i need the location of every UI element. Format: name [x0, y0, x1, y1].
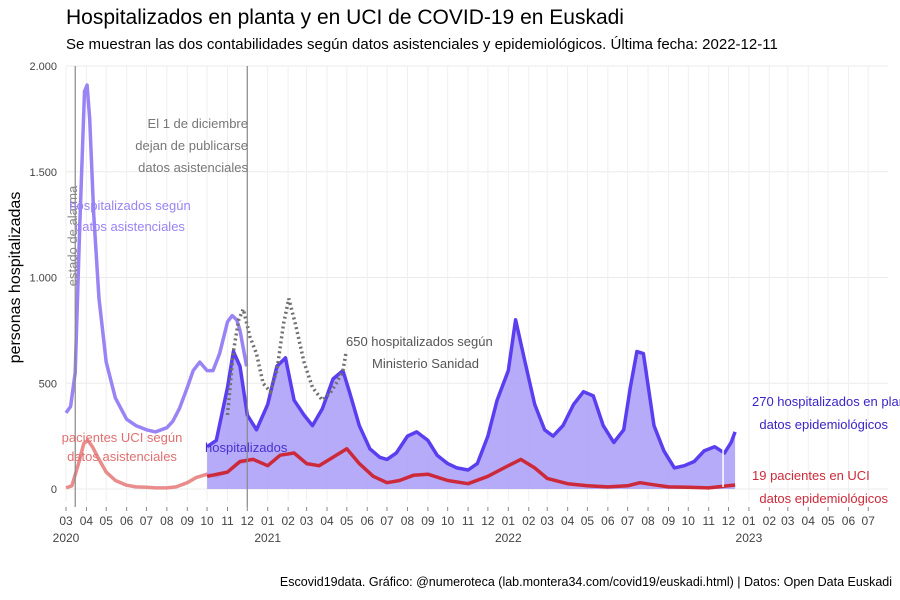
event-lines: estado de alarma El 1 de diciembre dejan d…: [65, 66, 248, 507]
x-tick-label: 06: [361, 514, 375, 528]
x-tick-label: 05: [340, 514, 354, 528]
x-tick-label: 04: [80, 514, 94, 528]
annotation-label: 270 hospitalizados en planta: [752, 394, 900, 409]
x-tick-label: 07: [621, 514, 635, 528]
annotation-label: 19 pacientes en UCI: [752, 468, 870, 483]
x-tick-label: 06: [601, 514, 615, 528]
x-tick-label: 02: [281, 514, 295, 528]
annotation-label: datos epidemiológicos: [759, 491, 888, 506]
x-tick-label: 08: [160, 514, 174, 528]
x-year-label: 2023: [736, 531, 763, 545]
x-tick-label: 10: [200, 514, 214, 528]
vline-label: dejan de publicarse: [135, 138, 248, 153]
chart-subtitle: Se muestran las dos contabilidades según…: [66, 36, 778, 53]
x-tick-label: 03: [59, 514, 73, 528]
vline-label: El 1 de diciembre: [148, 116, 248, 131]
x-tick-label: 06: [120, 514, 134, 528]
x-tick-label: 12: [241, 514, 255, 528]
x-tick-label: 05: [100, 514, 114, 528]
x-tick-label: 12: [722, 514, 736, 528]
x-year-label: 2021: [254, 531, 281, 545]
x-tick-label: 05: [581, 514, 595, 528]
x-tick-label: 06: [842, 514, 856, 528]
annotation-label: pacientes UCI según: [62, 430, 183, 445]
y-tick-label: 1.500: [29, 167, 57, 179]
x-tick-label: 05: [821, 514, 835, 528]
x-tick-label: 11: [702, 514, 715, 528]
annotation-label: datos epidemiológicos: [759, 417, 888, 432]
x-tick-label: 09: [181, 514, 195, 528]
x-tick-label: 07: [140, 514, 154, 528]
annotation-label: datos asistenciales: [67, 449, 177, 464]
x-tick-label: 01: [261, 514, 275, 528]
x-tick-label: 12: [481, 514, 495, 528]
x-tick-label: 01: [742, 514, 756, 528]
x-tick-label: 09: [421, 514, 435, 528]
x-tick-label: 03: [300, 514, 314, 528]
y-tick-label: 500: [39, 378, 57, 390]
series-line: [64, 83, 249, 434]
x-tick-label: 02: [522, 514, 536, 528]
x-tick-label: 03: [541, 514, 555, 528]
x-tick-label: 03: [781, 514, 795, 528]
x-tick-label: 08: [401, 514, 415, 528]
y-tick-label: 1.000: [29, 273, 57, 285]
x-tick-label: 10: [682, 514, 696, 528]
x-tick-label: 04: [320, 514, 334, 528]
x-tick-label: 01: [502, 514, 516, 528]
annotations: hospitalizados según datos asistenciales p…: [62, 198, 900, 506]
x-tick-label: 08: [641, 514, 655, 528]
x-year-label: 2020: [53, 531, 80, 545]
y-tick-label: 0: [51, 484, 57, 496]
x-tick-label: 10: [441, 514, 455, 528]
x-tick-label: 07: [862, 514, 876, 528]
y-axis: 0 500 1.000 1.500 2.000 personas hospitalizad…: [7, 61, 57, 496]
vline-label: estado de alarma: [65, 185, 80, 286]
annotation-label: datos asistenciales: [75, 219, 185, 234]
annotation-label: 650 hospitalizados según: [346, 334, 493, 349]
x-year-label: 2022: [495, 531, 522, 545]
vline-label: datos asistenciales: [138, 160, 248, 175]
annotation-label: hospitalizados: [205, 440, 288, 455]
x-axis: 03 04 05 06 07 08 09 10 11 12 01 02 03 04 05 06 07 08 09 10…: [53, 507, 876, 545]
x-tick-label: 02: [763, 514, 777, 528]
x-tick-label: 04: [561, 514, 575, 528]
x-tick-label: 11: [462, 514, 475, 528]
x-tick-label: 04: [802, 514, 816, 528]
y-tick-label: 2.000: [29, 61, 57, 73]
series-area: [207, 319, 736, 489]
chart-caption: Escovid19data. Gráfico: @numeroteca (lab…: [279, 575, 892, 589]
annotation-label: Ministerio Sanidad: [372, 356, 479, 371]
y-axis-label: personas hospitalizadas: [7, 192, 24, 364]
series-layer: [64, 83, 737, 490]
x-tick-label: 11: [221, 514, 234, 528]
series-line: [206, 318, 737, 472]
annotation-label: hospitalizados según: [69, 198, 190, 213]
x-tick-label: 07: [380, 514, 394, 528]
chart-title: Hospitalizados en planta y en UCI de COV…: [66, 6, 624, 29]
series-line: [206, 447, 736, 490]
grid: [65, 65, 888, 501]
x-tick-label: 09: [662, 514, 676, 528]
